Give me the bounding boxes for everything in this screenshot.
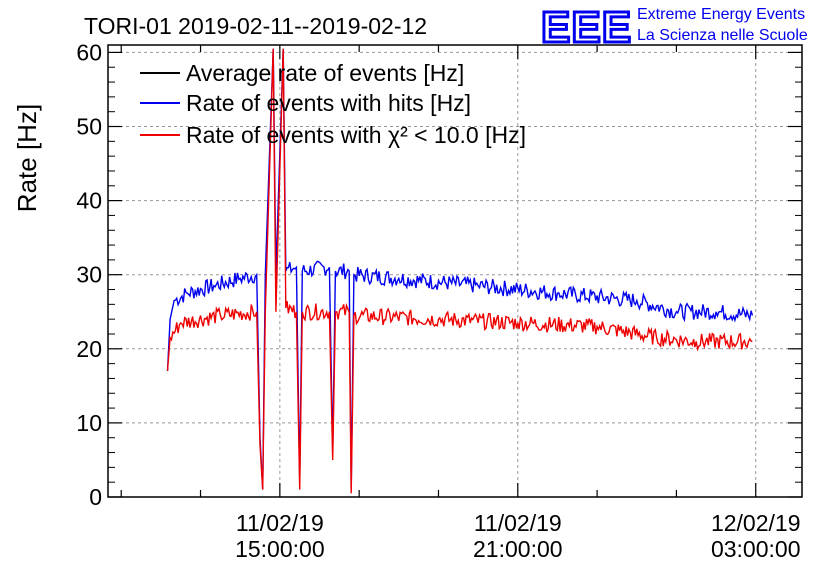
axis-layer: 010203040506011/02/1915:00:0011/02/1921:… (76, 39, 803, 562)
legend-entry: Rate of events with hits [Hz] (186, 90, 471, 116)
x-tick-label-date: 11/02/19 (236, 510, 324, 536)
chart-title: TORI-01 2019-02-11--2019-02-12 (84, 13, 427, 39)
x-tick-label-time: 03:00:00 (711, 536, 801, 562)
series-line-chi2 (166, 48, 753, 494)
y-tick-label: 20 (76, 336, 102, 362)
grid-layer (108, 45, 802, 497)
y-tick-label: 30 (76, 262, 102, 288)
series-layer (166, 48, 754, 494)
x-tick-label-time: 21:00:00 (473, 536, 563, 562)
logo-line-1: Extreme Energy Events (637, 6, 805, 23)
x-tick-label-time: 15:00:00 (235, 536, 325, 562)
legend-entry: Average rate of events [Hz] (186, 60, 464, 86)
eee-logo: EEE Extreme Energy Events La Scienza nel… (540, 2, 808, 54)
y-tick-label: 40 (76, 188, 102, 214)
x-tick-label-date: 11/02/19 (474, 510, 562, 536)
logo-line-2: La Scienza nelle Scuole (637, 27, 808, 44)
y-tick-label: 10 (76, 410, 102, 436)
y-tick-label: 60 (76, 39, 102, 65)
legend: Average rate of events [Hz] Rate of event… (140, 60, 526, 148)
legend-entry: Rate of events with χ² < 10.0 [Hz] (186, 122, 526, 148)
y-axis-label: Rate [Hz] (12, 104, 42, 212)
y-tick-label: 0 (89, 484, 102, 510)
plot-frame (107, 44, 803, 498)
x-tick-label-date: 12/02/19 (711, 510, 801, 536)
eee-logo-mark: EEE (541, 3, 632, 52)
y-tick-label: 50 (76, 114, 102, 140)
